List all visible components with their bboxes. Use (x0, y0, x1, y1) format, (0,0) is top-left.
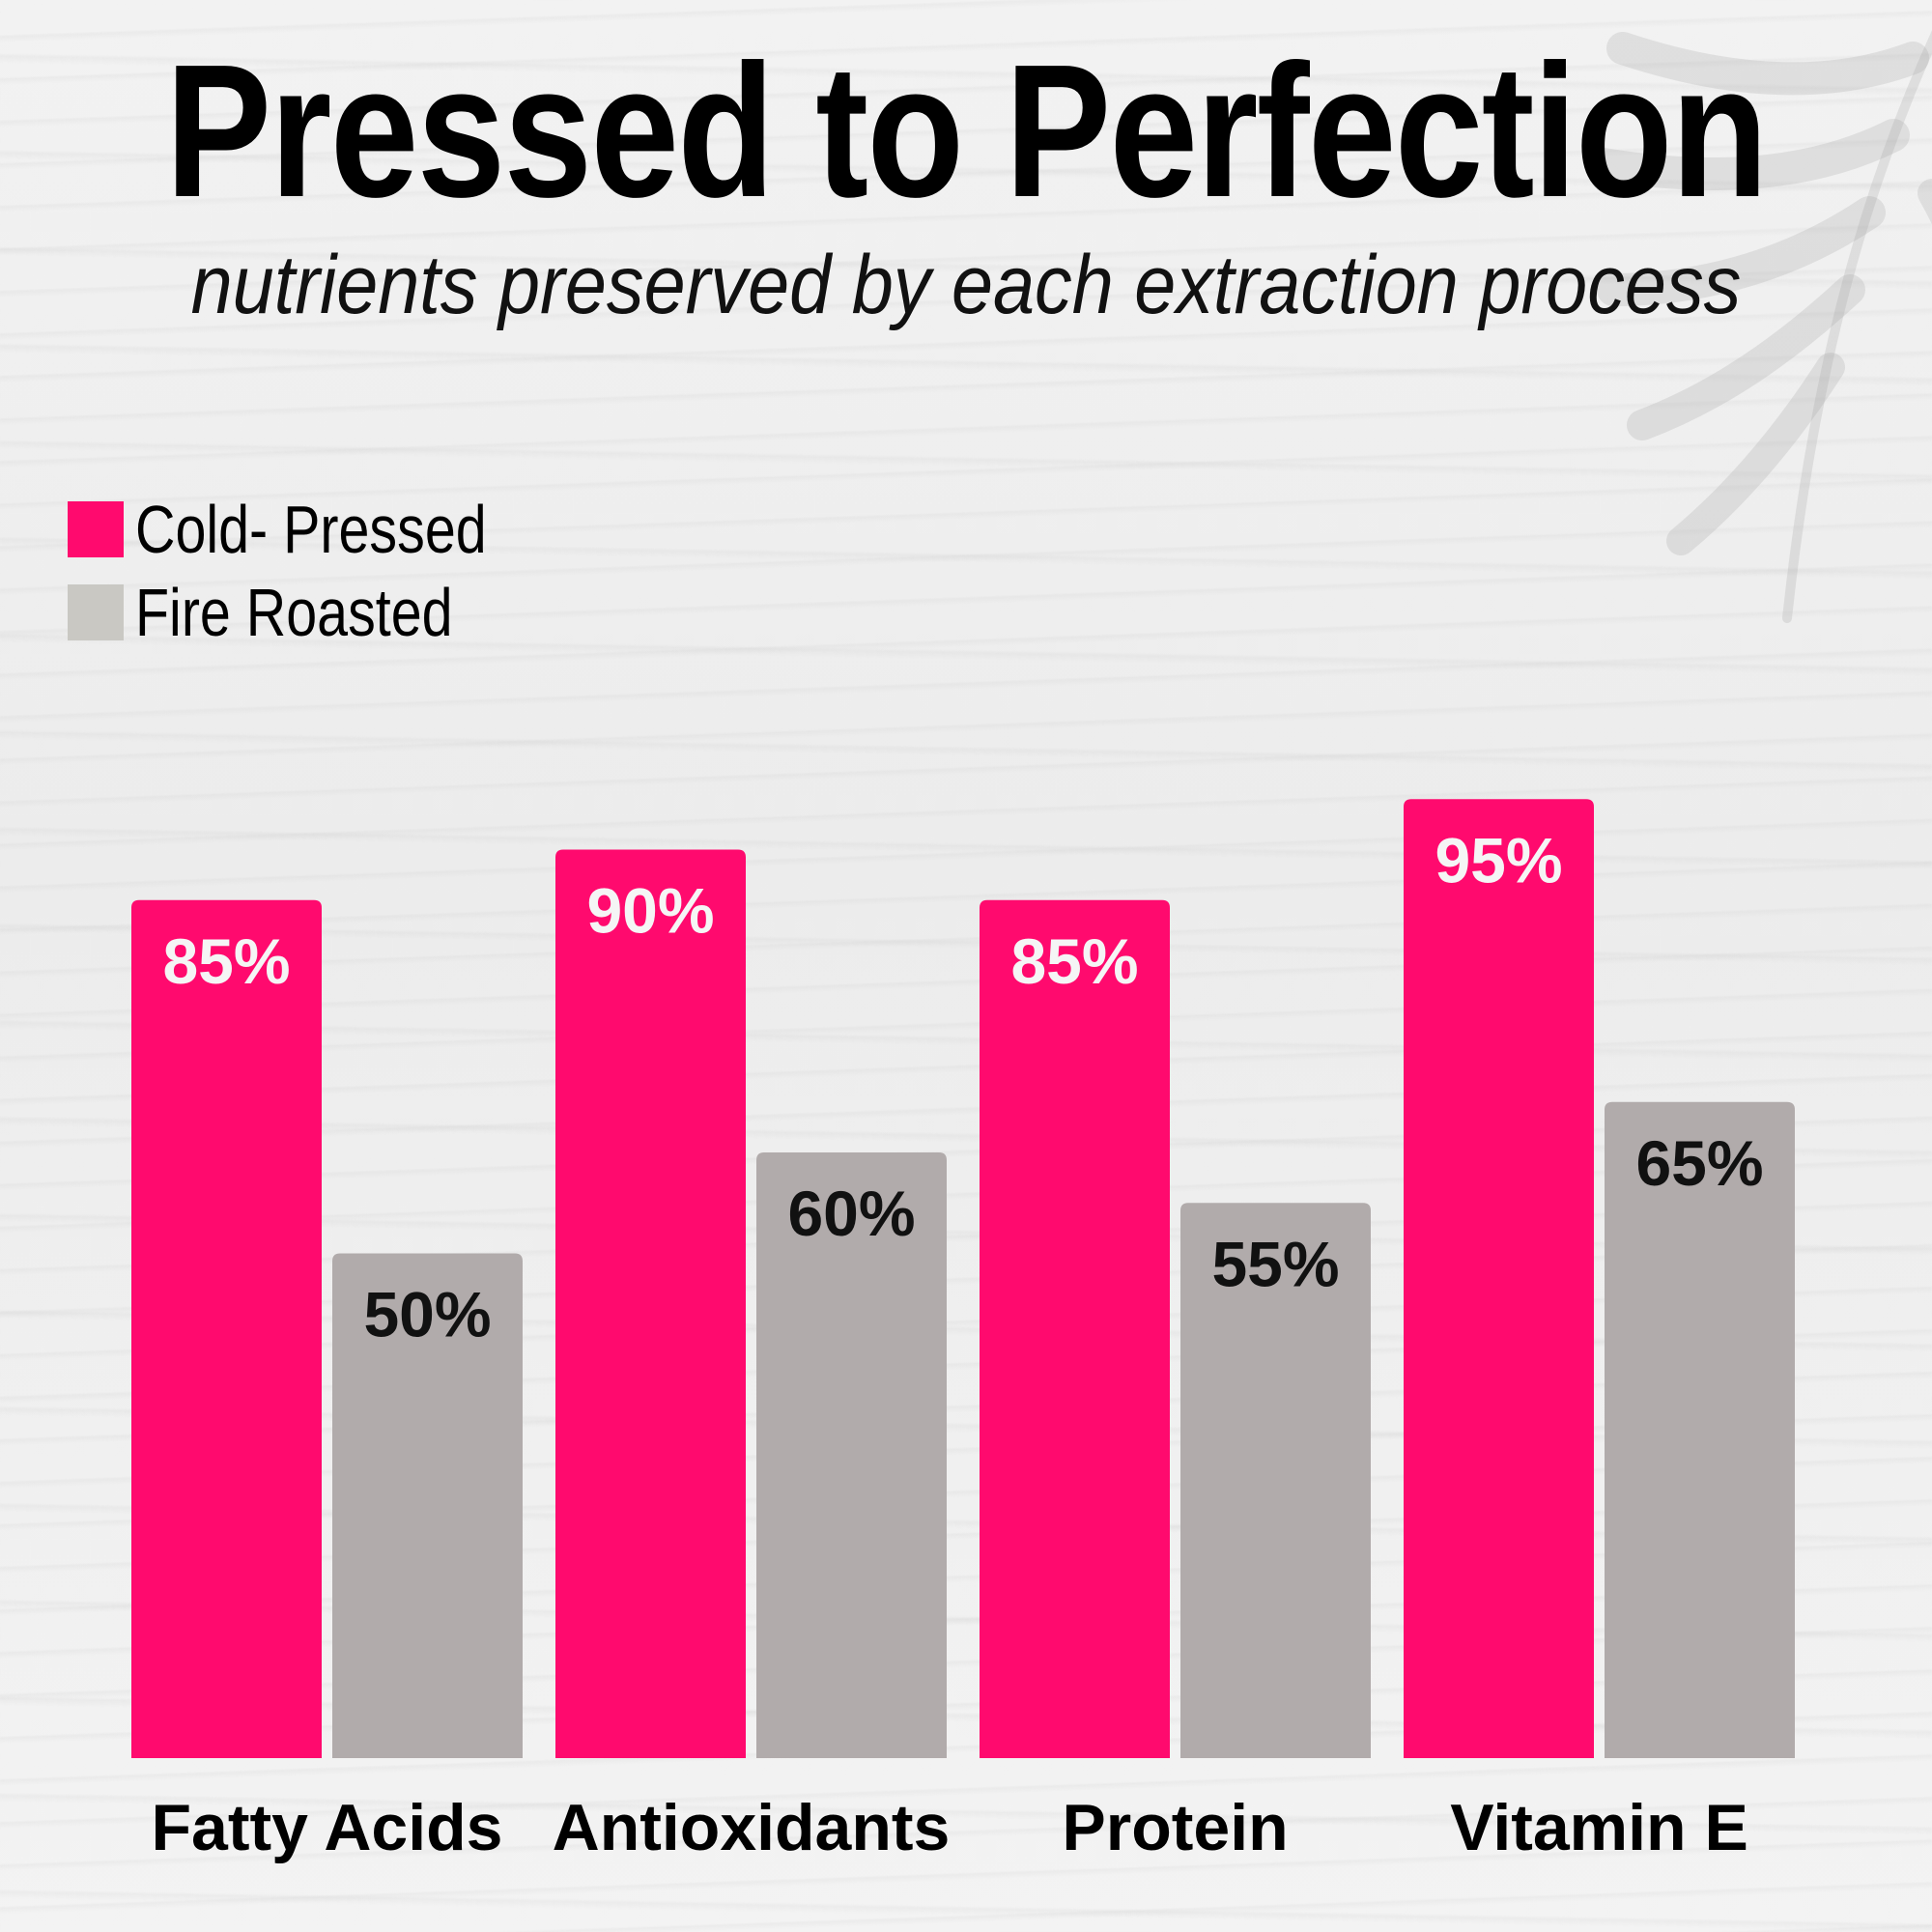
bar-cold-pressed-fatty-acids (131, 899, 322, 1758)
legend-item-cold-pressed: Cold- Pressed (68, 488, 564, 571)
data-label-fire-roasted-fatty-acids: 50% (363, 1279, 491, 1350)
category-label-fatty-acids: Fatty Acids (151, 1791, 502, 1864)
bar-cold-pressed-vitamin-e (1404, 799, 1594, 1758)
bar-cold-pressed-protein (980, 899, 1170, 1758)
bar-fire-roasted-fatty-acids (332, 1253, 523, 1758)
category-label-antioxidants: Antioxidants (553, 1791, 951, 1864)
chart-title: Pressed to Perfection (165, 25, 1768, 237)
category-label-vitamin-e: Vitamin E (1450, 1791, 1748, 1864)
data-label-fire-roasted-protein: 55% (1211, 1228, 1339, 1299)
data-label-cold-pressed-protein: 85% (1010, 925, 1138, 997)
legend: Cold- Pressed Fire Roasted (68, 488, 564, 654)
bar-cold-pressed-antioxidants (555, 849, 746, 1758)
data-label-cold-pressed-vitamin-e: 95% (1435, 824, 1562, 895)
data-label-fire-roasted-vitamin-e: 65% (1635, 1127, 1763, 1199)
legend-swatch-fire-roasted (68, 584, 124, 640)
legend-swatch-cold-pressed (68, 501, 124, 557)
bar-fire-roasted-vitamin-e (1605, 1101, 1795, 1758)
category-label-protein: Protein (1062, 1791, 1288, 1864)
data-label-cold-pressed-antioxidants: 90% (586, 875, 714, 947)
bar-fire-roasted-protein (1180, 1203, 1371, 1758)
data-label-cold-pressed-fatty-acids: 85% (162, 925, 290, 997)
legend-item-fire-roasted: Fire Roasted (68, 571, 564, 654)
legend-label-cold-pressed: Cold- Pressed (135, 492, 487, 567)
bar-fire-roasted-antioxidants (756, 1152, 947, 1758)
chart-subtitle: nutrients preserved by each extraction p… (190, 239, 1742, 331)
legend-label-fire-roasted: Fire Roasted (135, 575, 453, 650)
data-label-fire-roasted-antioxidants: 60% (787, 1178, 915, 1249)
